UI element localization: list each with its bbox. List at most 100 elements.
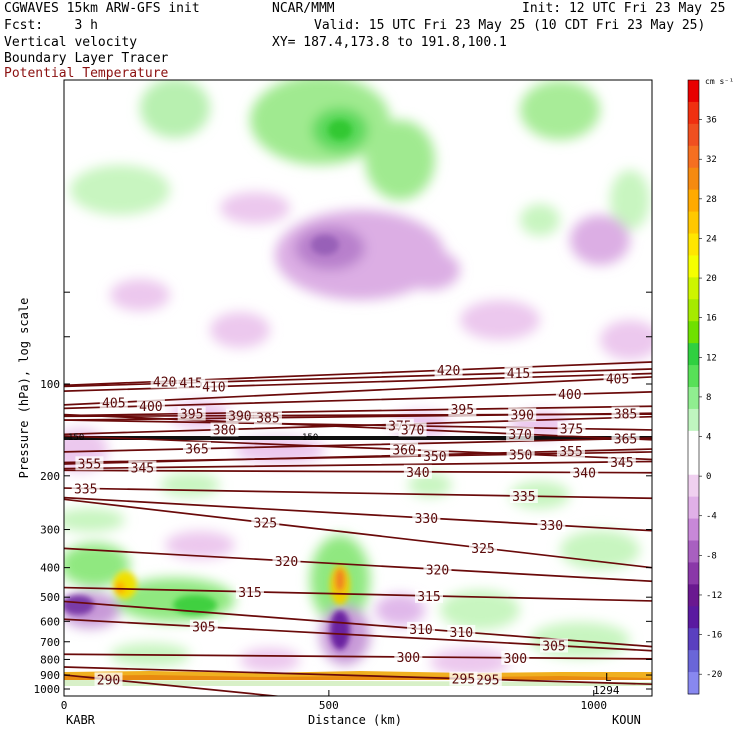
isentrope-label: 325 [471, 542, 494, 557]
field-vertical-velocity: Vertical velocity [4, 35, 138, 50]
x-tick-label: 1000 [580, 699, 607, 712]
isentrope-label-bg [150, 374, 179, 389]
isentrope-label: 380 [213, 424, 236, 439]
colorbar-swatch [688, 650, 699, 673]
isentrope-label-bg [414, 588, 443, 603]
colorbar-swatch [688, 474, 699, 498]
isentrope-line [64, 496, 652, 532]
field-boundary-layer-tracer: Boundary Layer Tracer [4, 51, 169, 66]
isentrope-label-bg [407, 621, 436, 636]
colorbar-swatch [688, 211, 699, 234]
isentrope-label-bg [501, 650, 530, 665]
y-axis-title: Pressure (hPa), log scale [17, 298, 31, 479]
colorbar-swatch [688, 167, 699, 191]
isentrope-label-bg [508, 407, 537, 422]
isentrope-label: 320 [275, 555, 298, 570]
isentrope-label-bg [253, 410, 282, 425]
isentrope-label-bg [603, 371, 632, 386]
isentrope-label: 350 [423, 450, 446, 465]
y-tick-label: 700 [40, 636, 60, 649]
isentrope-label-bg [182, 441, 211, 456]
isentrope-label-bg [611, 406, 640, 421]
isentrope-label-bg [540, 638, 568, 653]
isentrope-label-bg [448, 402, 477, 417]
isentrope-label: 395 [180, 408, 203, 423]
colorbar-label: 36 [706, 116, 717, 126]
y-tick-label: 200 [40, 470, 60, 483]
isentrope-label-bg [225, 408, 254, 423]
isentrope-label-bg [537, 518, 566, 533]
colorbar-swatch [688, 387, 699, 410]
isentrope-label-bg [420, 448, 449, 463]
isentrope-label-bg [136, 398, 165, 413]
isentrope-line [64, 376, 652, 406]
isentrope-label: 385 [614, 408, 637, 423]
colorbar-label: -4 [706, 512, 717, 522]
isentrope-line [64, 405, 652, 417]
isentrope-label: 420 [437, 364, 460, 379]
isentrope-label-bg [394, 649, 423, 664]
isentrope-label: 340 [406, 466, 429, 481]
colorbar-label: 12 [706, 353, 717, 363]
colorbar-label: 16 [706, 314, 717, 324]
isentrope-label-bg [99, 395, 128, 410]
isentrope-label-bg [398, 422, 427, 437]
isentrope-label: 400 [558, 388, 581, 403]
colorbar-frame [687, 79, 700, 695]
isentrope-label-bg [607, 454, 636, 469]
x-axis-title: Distance (km) [308, 713, 402, 727]
isentrope-label-bg [177, 375, 206, 390]
isentrope-label: 385 [256, 412, 279, 427]
isentrope-line [64, 368, 652, 388]
isentrope-label: 355 [559, 445, 582, 460]
org-label: NCAR/MMM [272, 1, 335, 16]
colorbar-label: -12 [706, 591, 722, 601]
isentrope-label-bg [506, 427, 535, 442]
isentrope-line [64, 498, 652, 569]
isentrope-label: 335 [512, 490, 535, 505]
isentrope-label-bg [506, 447, 535, 462]
model-title: CGWAVES 15km ARW-GFS init [4, 1, 200, 16]
init-time: Init: 12 UTC Fri 23 May 25 [522, 1, 726, 16]
colorbar-swatch [688, 101, 699, 125]
colorbar-label: -8 [706, 551, 717, 561]
colorbar-swatch [688, 672, 699, 695]
isentrope-label-bg [210, 422, 239, 437]
colorbar-label: 8 [706, 393, 711, 403]
surface-height-label: 1294 [593, 684, 620, 697]
isentrope-label: 360 [392, 444, 415, 459]
isentrope-label-bg [75, 456, 104, 471]
colorbar-swatch [688, 343, 699, 366]
isentrope-label-bg [71, 481, 100, 496]
isentrope-line [64, 586, 652, 602]
isentrope-label: 315 [238, 586, 261, 601]
isentrope-label: 330 [540, 519, 563, 534]
isentrope-label-bg [272, 553, 301, 568]
colorbar-swatch [688, 321, 699, 344]
isentrope-label: 370 [508, 428, 531, 443]
y-tick-label: 300 [40, 524, 60, 537]
y-tick-label: 1000 [34, 683, 61, 696]
isentrope-label: 365 [185, 443, 208, 458]
y-tick-label: 600 [40, 615, 60, 628]
x-endpoint-left: KABR [66, 713, 96, 727]
isentrope-line [64, 469, 652, 474]
valid-time: Valid: 15 UTC Fri 23 May 25 (10 CDT Fri … [314, 18, 706, 33]
isentrope-label: 365 [614, 433, 637, 448]
colorbar-swatch [688, 299, 699, 322]
colorbar-swatch [688, 540, 699, 563]
isentrope-label: 350 [509, 448, 532, 463]
isentrope-label: 390 [510, 409, 533, 424]
isentrope-label-bg [128, 460, 157, 475]
isentrope-label-bg [473, 672, 502, 687]
isentrope-label: 300 [397, 651, 420, 666]
isentrope-line [64, 653, 652, 660]
isentrope-label-bg [509, 489, 538, 504]
isentrope-labels: 4204154104054003953903853803753703653603… [71, 363, 640, 688]
isentrope-label: 305 [192, 621, 215, 636]
isentrope-label-bg [423, 562, 452, 577]
isentrope-label: 390 [228, 410, 251, 425]
isentrope-label: 400 [139, 400, 162, 415]
y-tick-label: 900 [40, 669, 60, 682]
